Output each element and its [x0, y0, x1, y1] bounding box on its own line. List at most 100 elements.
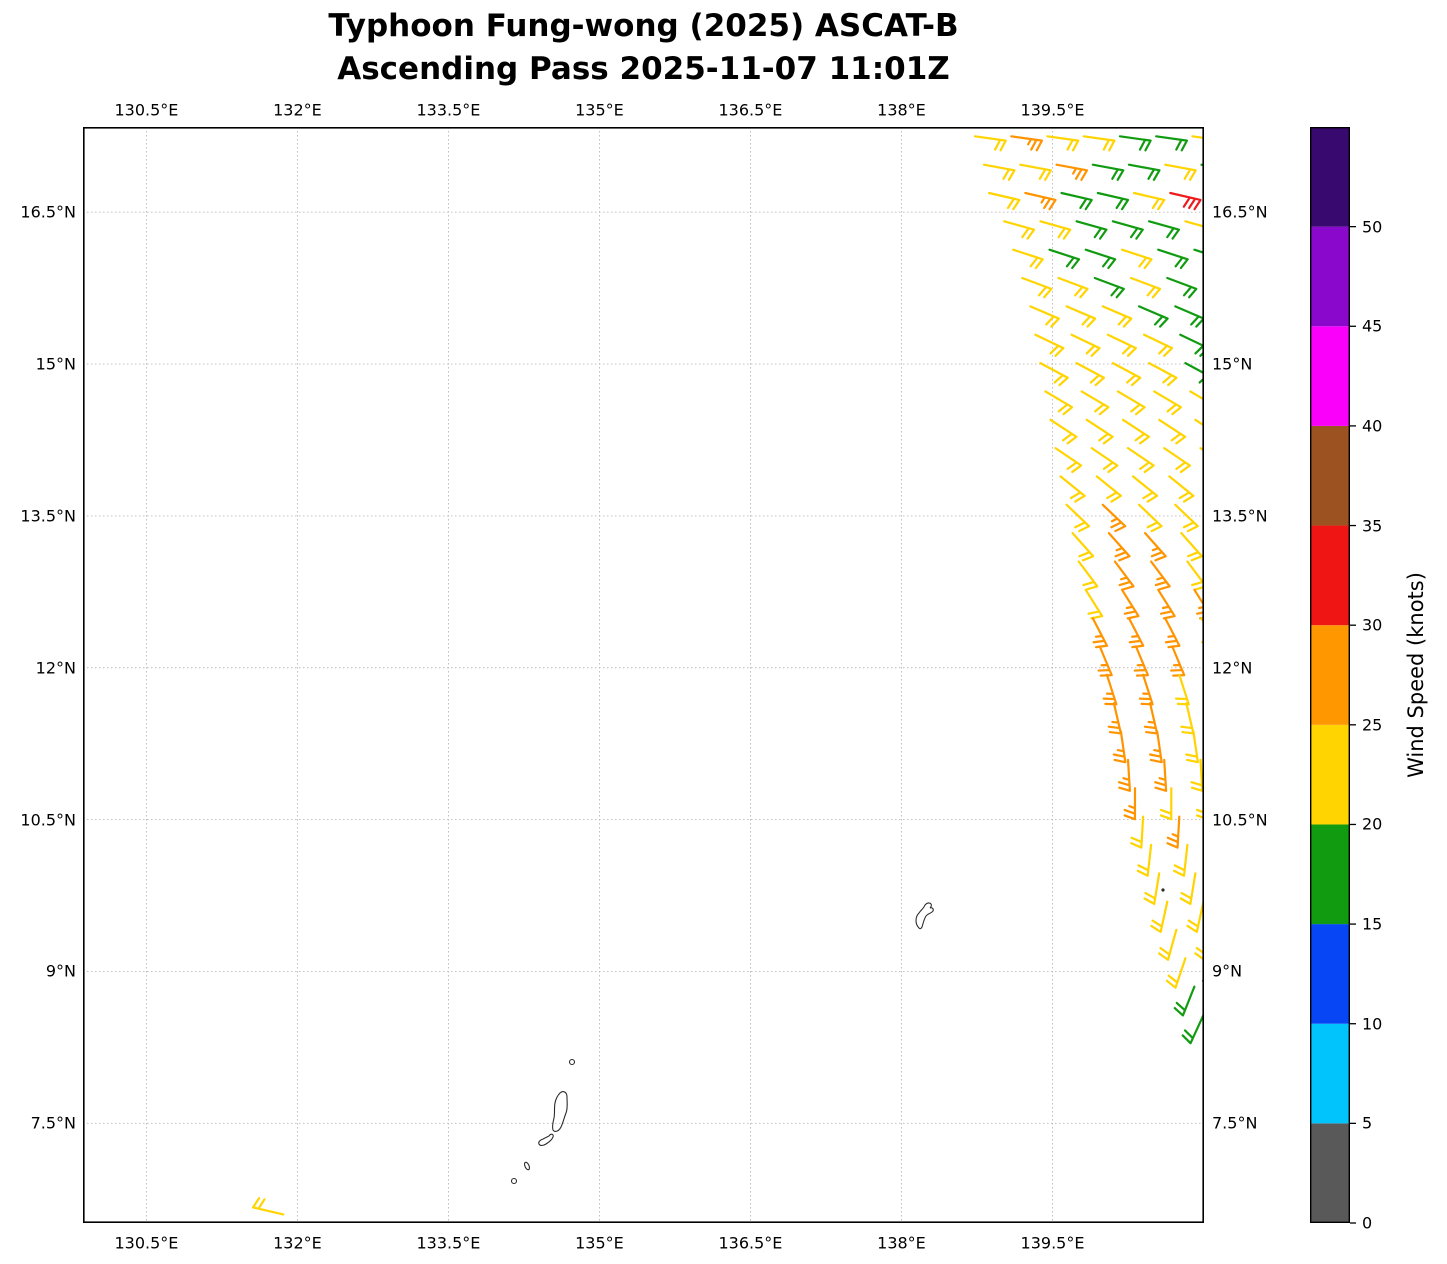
colorbar-tick-label: 20	[1362, 814, 1383, 834]
wind-barb	[1133, 645, 1150, 677]
wind-barb	[1191, 135, 1204, 152]
wind-barb	[1166, 276, 1198, 299]
wind-barb	[1149, 730, 1163, 764]
wind-barb	[1039, 220, 1072, 240]
wind-barb	[1147, 362, 1178, 387]
x-tick-label-top: 139.5°E	[1020, 100, 1085, 120]
wind-barb	[1137, 305, 1169, 328]
colorbar-segment-5-10	[1310, 1023, 1350, 1124]
wind-barb	[987, 191, 1021, 211]
island-outline-palau-islet-south1	[523, 1161, 531, 1171]
colorbar-segment-20-25	[1310, 724, 1350, 825]
wind-barb	[1138, 673, 1154, 706]
wind-barb	[982, 163, 1016, 181]
wind-barb	[1055, 163, 1089, 181]
x-tick-label-top: 135°E	[575, 100, 624, 120]
chart-subtitle: Ascending Pass 2025-11-07 11:01Z	[337, 51, 950, 87]
y-tick-label-right: 7.5°N	[1212, 1113, 1258, 1133]
colorbar-tick-label: 45	[1362, 316, 1383, 336]
wind-barb	[1048, 248, 1081, 270]
wind-barb	[1168, 475, 1195, 503]
x-tick-label-bottom: 136.5°E	[718, 1233, 783, 1253]
x-tick-label-bottom: 139.5°E	[1020, 1233, 1085, 1253]
wind-barb	[1180, 532, 1203, 562]
x-tick-label-bottom: 138°E	[877, 1233, 926, 1253]
colorbar-axis-label: Wind Speed (knots)	[1404, 572, 1428, 778]
wind-barb	[1116, 390, 1146, 416]
colorbar-segment-30-35	[1310, 525, 1350, 626]
wind-barb	[1082, 135, 1116, 152]
wind-barb	[1142, 333, 1174, 357]
coastline-layer	[510, 888, 1165, 1185]
wind-barb	[1193, 248, 1204, 270]
wind-barb	[1096, 191, 1130, 211]
wind-barb	[1186, 560, 1204, 591]
wind-barb	[1071, 532, 1095, 562]
x-tick-label-bottom: 135°E	[575, 1233, 624, 1253]
y-tick-label-right: 10.5°N	[1212, 810, 1268, 830]
wind-barb	[1154, 758, 1168, 792]
wind-barb	[1084, 588, 1104, 620]
wind-barb	[1077, 560, 1099, 591]
wind-barb	[1166, 815, 1181, 849]
wind-barb	[1090, 447, 1119, 474]
wind-barb	[1044, 390, 1074, 416]
wind-barb	[1106, 333, 1137, 357]
x-tick-label-bottom: 130.5°E	[114, 1233, 179, 1253]
x-tick-label-top: 133.5°E	[416, 100, 481, 120]
wind-barb	[1085, 418, 1114, 445]
wind-barb	[1165, 957, 1187, 989]
wind-barb	[1019, 163, 1052, 181]
island-outline-palau-koror	[538, 1133, 554, 1147]
plot-border	[83, 127, 1204, 1223]
colorbar-tick-label: 0	[1362, 1213, 1373, 1233]
wind-barb	[973, 135, 1007, 152]
colorbar-tick-label: 40	[1362, 416, 1383, 436]
wind-barb	[1150, 900, 1169, 933]
wind-barb	[1123, 787, 1137, 821]
wind-barb	[1084, 248, 1117, 270]
wind-barb	[1117, 758, 1131, 792]
wind-barb	[1107, 532, 1131, 562]
wind-barb	[1174, 305, 1204, 328]
wind-barb	[1060, 191, 1093, 211]
wind-barb	[1049, 418, 1078, 445]
wind-barb	[1012, 248, 1044, 270]
island-outline-yap	[915, 902, 934, 930]
wind-barb	[1075, 362, 1106, 387]
wind-barb	[1102, 673, 1118, 706]
wind-barb	[1147, 220, 1181, 240]
x-tick-label-top: 138°E	[877, 100, 926, 120]
wind-barb	[1129, 276, 1162, 299]
wind-barb	[1163, 447, 1191, 474]
wind-barb	[1046, 135, 1080, 152]
wind-barb	[1024, 191, 1057, 211]
wind-barb	[1157, 248, 1189, 270]
map-plot-area	[83, 127, 1204, 1223]
wind-barb	[1190, 758, 1204, 792]
x-tick-label-top: 132°E	[273, 100, 322, 120]
wind-barb	[1095, 475, 1123, 503]
wind-barb	[1127, 163, 1161, 181]
wind-barb	[1029, 305, 1060, 328]
wind-barb	[1126, 447, 1155, 474]
wind-barb	[1189, 390, 1204, 416]
island-outline-palau-babeldaob	[552, 1091, 568, 1132]
wind-barb	[1091, 617, 1109, 649]
colorbar-tick-label: 10	[1362, 1014, 1383, 1034]
wind-barb	[1093, 276, 1125, 299]
wind-barb	[1174, 503, 1199, 533]
wind-barb	[1070, 333, 1101, 357]
island-outline-palau-islet-north	[568, 1058, 576, 1066]
wind-barb	[1193, 588, 1204, 620]
wind-barb	[1120, 588, 1140, 620]
wind-barb	[1153, 390, 1182, 416]
y-tick-label-left: 7.5°N	[30, 1113, 76, 1133]
y-tick-label-left: 9°N	[45, 961, 76, 981]
wind-barb	[1065, 305, 1097, 328]
wind-barb	[1034, 333, 1065, 357]
colorbar-tick-label: 15	[1362, 914, 1383, 934]
wind-barb	[1003, 220, 1036, 240]
wind-barb	[1120, 248, 1153, 270]
wind-barb	[1179, 333, 1204, 357]
